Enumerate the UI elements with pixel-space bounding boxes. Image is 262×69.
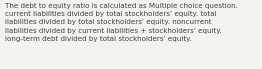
Text: The debt to equity ratio is calculated as Multiple choice question.
current liab: The debt to equity ratio is calculated a… (5, 3, 238, 42)
